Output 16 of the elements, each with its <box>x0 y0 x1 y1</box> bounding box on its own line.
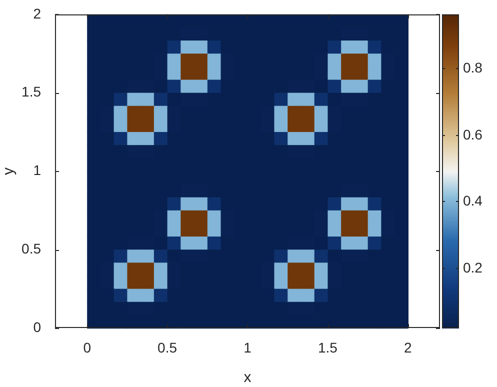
x-tick-label: 1 <box>244 339 252 356</box>
x-tick-label: 1.5 <box>318 339 338 356</box>
color-bar-label: 0.4 <box>463 192 483 208</box>
x-tick-label: 2 <box>404 339 412 356</box>
y-tick-label: 2 <box>33 5 42 22</box>
y-tick-label: 0.5 <box>22 240 42 256</box>
x-tick-label: 0 <box>83 339 92 356</box>
y-tick-label: 1 <box>33 162 42 178</box>
color-bar-label: 0.6 <box>463 126 483 142</box>
y-axis-title: y <box>0 166 18 175</box>
x-axis-title: x <box>244 369 252 386</box>
y-tick-label: 0 <box>33 318 42 335</box>
color-bar-label: 0.8 <box>463 59 483 76</box>
y-tick-label: 1.5 <box>22 84 42 100</box>
color-bar-label: 0.2 <box>463 259 483 276</box>
x-tick-label: 0.5 <box>158 339 178 356</box>
